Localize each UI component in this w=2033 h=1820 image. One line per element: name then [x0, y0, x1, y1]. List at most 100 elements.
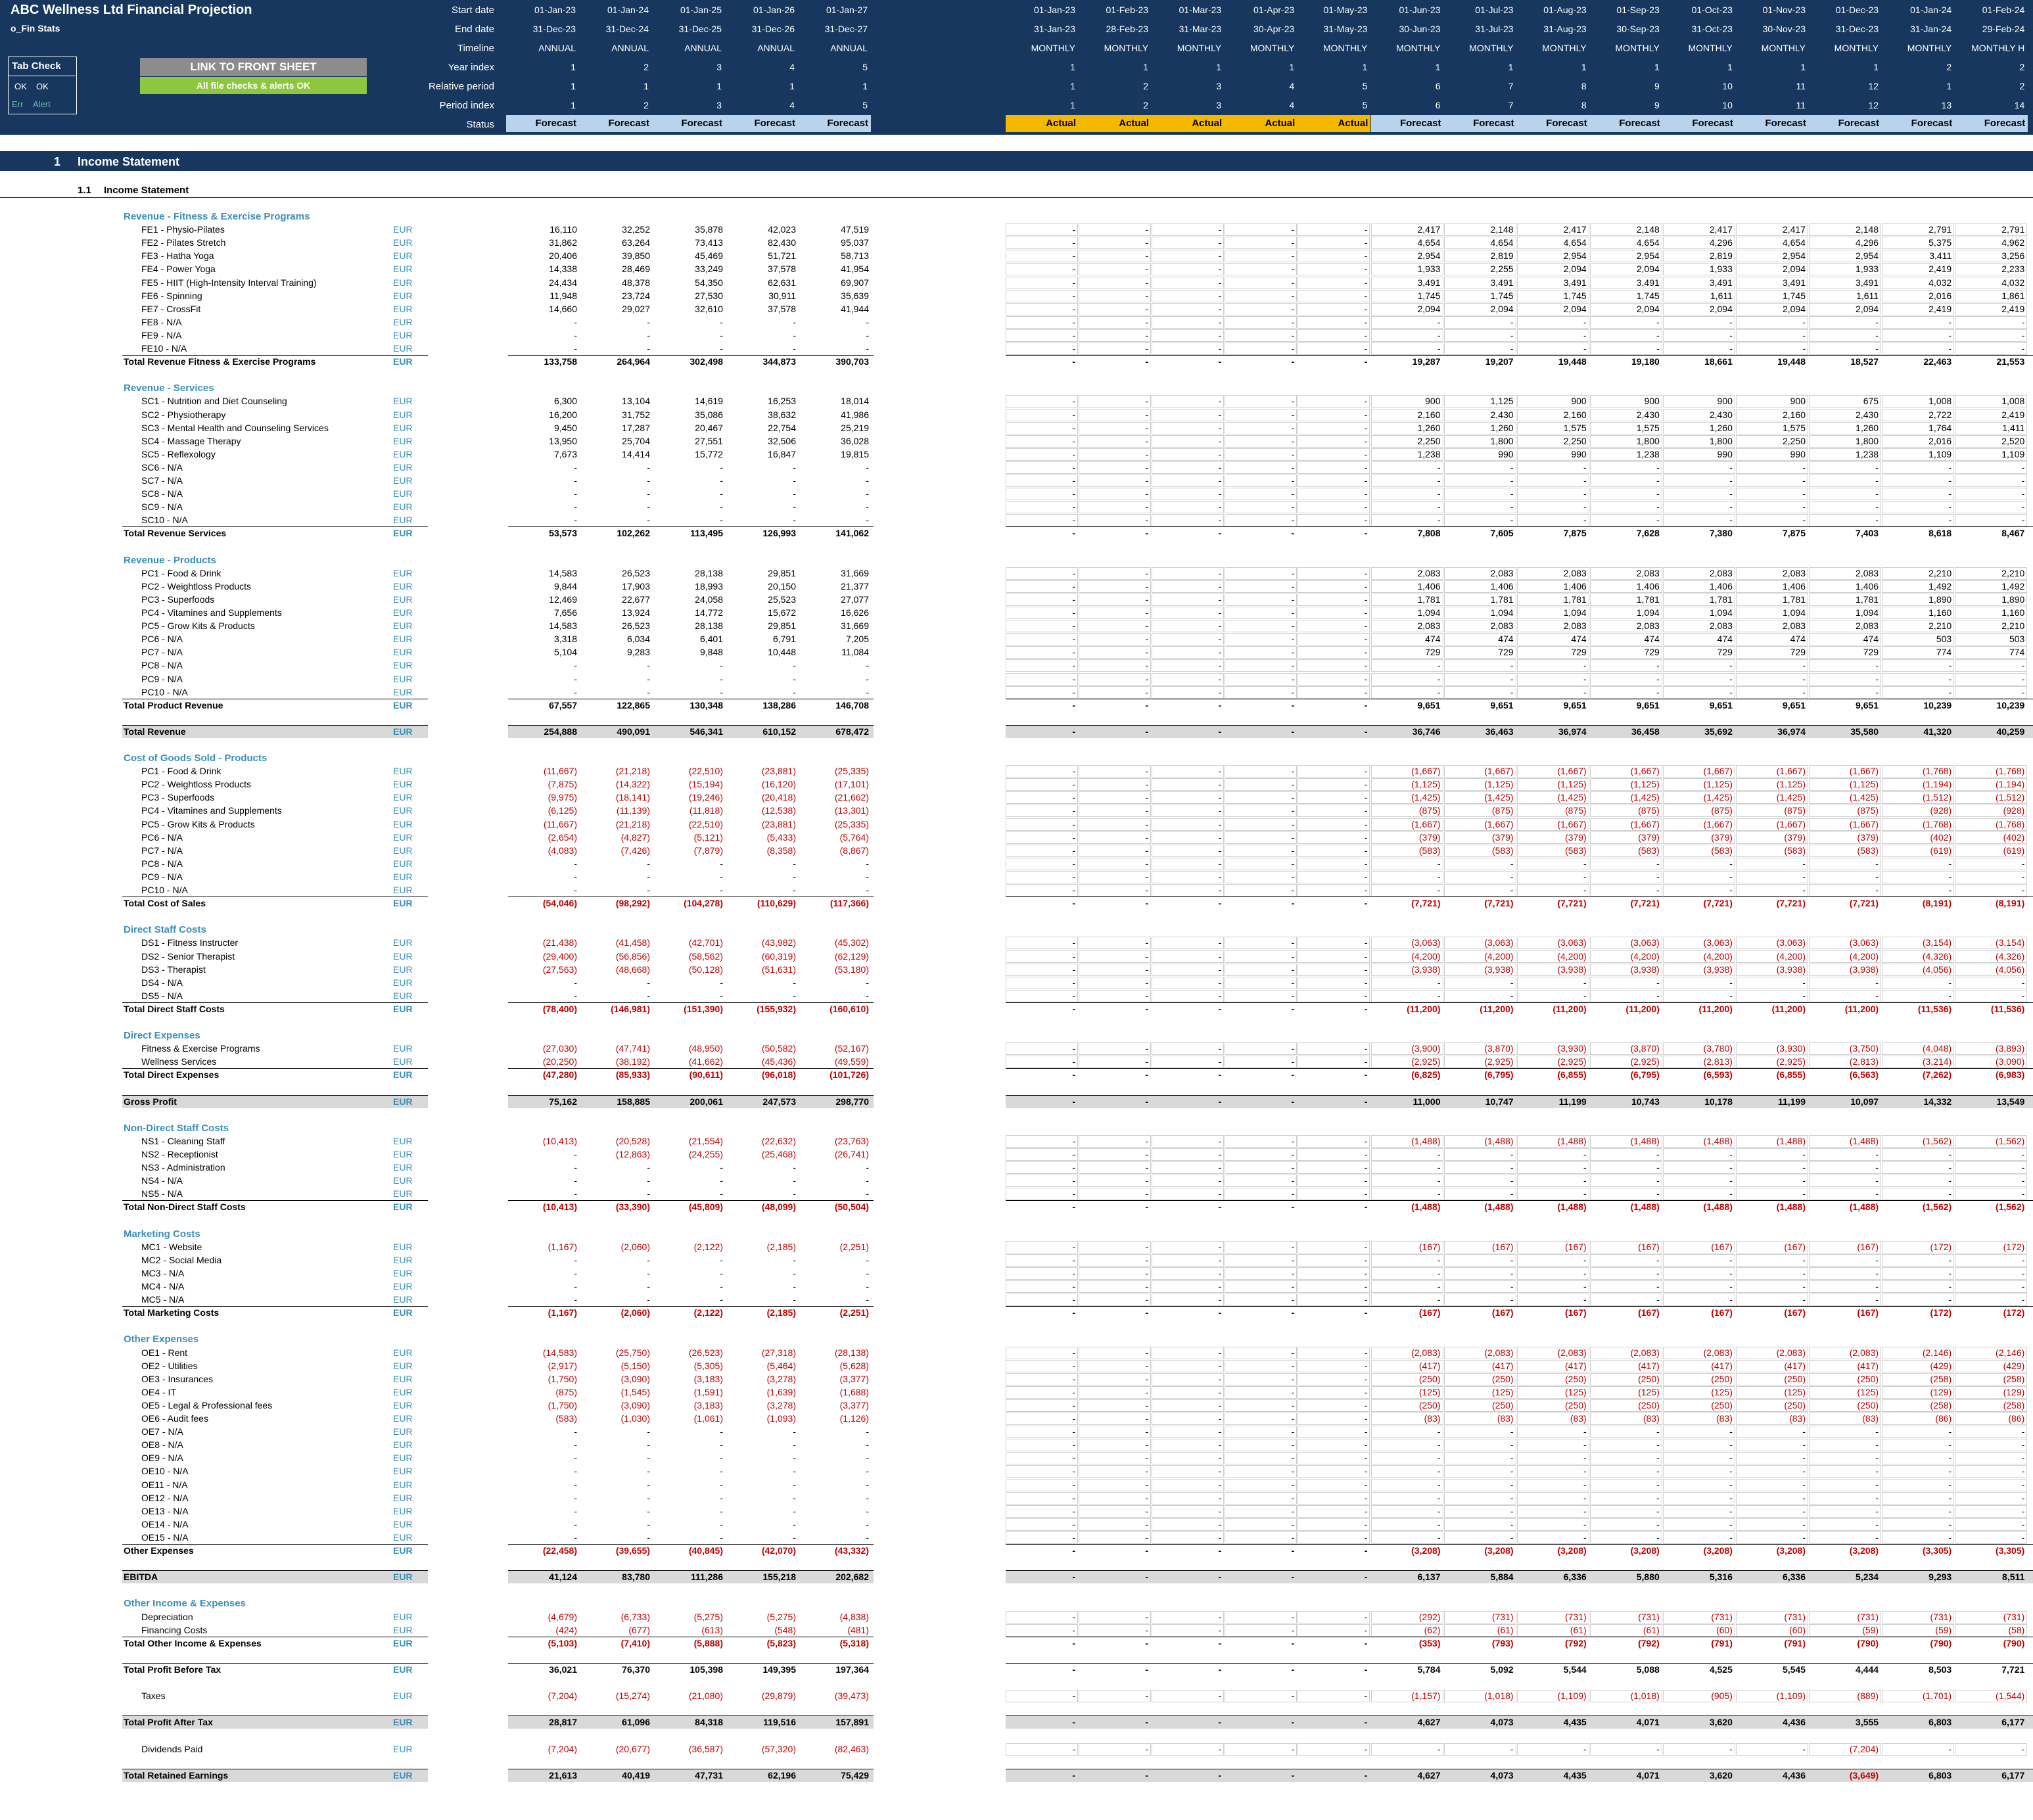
monthly-value: - [1364, 515, 1368, 525]
unit-label: EUR [393, 1255, 413, 1265]
monthly-value: 5,784 [1417, 1664, 1441, 1675]
annual-value: - [866, 1281, 869, 1292]
monthly-value: - [1218, 1493, 1222, 1503]
input-cell-border [1736, 461, 1808, 474]
monthly-value: - [1729, 1744, 1733, 1754]
link-to-front-sheet-button[interactable]: LINK TO FRONT SHEET [140, 58, 367, 76]
monthly-value: - [1364, 1162, 1368, 1173]
monthly-value: 4,032 [1928, 277, 1952, 288]
monthly-value: (3,154) [1922, 937, 1952, 948]
monthly-value: (1,425) [1849, 792, 1879, 803]
annual-value: - [647, 1466, 650, 1476]
monthly-value: 774 [2009, 647, 2025, 657]
monthly-value: - [1364, 726, 1368, 737]
monthly-value: - [1072, 858, 1075, 869]
monthly-value: - [1072, 991, 1075, 1001]
monthly-value: - [1145, 898, 1149, 908]
monthly-value: 2,520 [2001, 436, 2025, 446]
monthly-value: - [1072, 872, 1075, 882]
monthly-value: - [1656, 1188, 1660, 1199]
monthly-value: - [1291, 488, 1295, 499]
input-cell-border [1225, 845, 1297, 857]
monthly-value: 3,491 [1563, 277, 1587, 288]
monthly-header-timeline: MONTHLY [1542, 43, 1587, 53]
monthly-value: - [1364, 977, 1368, 988]
monthly-value: - [1145, 1162, 1149, 1173]
input-cell-border [1882, 646, 1955, 659]
monthly-value: - [1364, 436, 1368, 446]
monthly-value: - [1510, 488, 1514, 499]
line-item-label: PC2 - Weightloss Products [141, 779, 252, 789]
monthly-header-end: 30-Nov-23 [1762, 24, 1806, 34]
monthly-value: (928) [1930, 805, 1952, 816]
input-cell-border [1955, 263, 2028, 275]
annual-value: - [866, 1255, 869, 1265]
input-cell-border [1006, 316, 1078, 329]
monthly-value: - [1364, 1625, 1368, 1635]
annual-value: 19,815 [841, 449, 869, 459]
input-cell-border [1006, 303, 1078, 315]
input-cell-border [1006, 448, 1078, 461]
unit-label: EUR [393, 304, 413, 314]
annual-value: - [720, 660, 723, 670]
monthly-value: 2,083 [1417, 568, 1441, 578]
monthly-value: (2,925) [1411, 1056, 1441, 1067]
monthly-value: - [1291, 1175, 1295, 1186]
input-cell-border [1516, 765, 1589, 778]
monthly-value: - [1948, 660, 1952, 670]
monthly-value: 6,336 [1782, 1572, 1806, 1582]
monthly-value: - [1364, 1545, 1368, 1556]
input-cell-border [1589, 871, 1662, 883]
monthly-value: 21,553 [1996, 356, 2025, 367]
input-cell-border [1370, 937, 1443, 949]
input-cell-border [1516, 1148, 1589, 1161]
monthly-value: - [1218, 1439, 1222, 1450]
unit-label: EUR [393, 568, 413, 578]
monthly-header-idx: 4 [1289, 100, 1295, 110]
monthly-header-idx: 2 [1143, 100, 1149, 110]
annual-value: (3,377) [839, 1374, 869, 1384]
input-cell-border [1516, 871, 1589, 883]
monthly-value: - [1802, 1175, 1806, 1186]
monthly-header-rel: 1 [1946, 81, 1952, 91]
monthly-value: 4,525 [1709, 1664, 1733, 1675]
annual-value: 47,519 [841, 224, 869, 235]
monthly-value: (875) [1857, 805, 1879, 816]
annual-value: (5,318) [839, 1638, 869, 1648]
monthly-value: - [1072, 1466, 1075, 1476]
annual-value: 41,986 [841, 409, 869, 420]
monthly-value: 1,764 [1928, 423, 1952, 433]
input-cell-border [1297, 435, 1370, 448]
input-cell-border [1152, 329, 1225, 342]
line-item-label: PC10 - N/A [141, 687, 188, 697]
annual-value: (22,458) [542, 1545, 577, 1556]
monthly-value: - [1145, 1149, 1149, 1159]
line-item-label: NS1 - Cleaning Staff [141, 1136, 225, 1146]
annual-value: 48,378 [622, 277, 650, 288]
monthly-value: 2,016 [1928, 291, 1952, 301]
input-cell-border [1882, 805, 1955, 817]
input-cell-border [1225, 673, 1297, 686]
annual-header-rel: 1 [789, 81, 795, 91]
input-cell-border [1297, 977, 1370, 989]
annual-value: 83,780 [622, 1572, 650, 1582]
monthly-value: - [1364, 819, 1368, 829]
input-cell-border [1370, 845, 1443, 857]
annual-value: - [866, 1506, 869, 1516]
annual-value: (4,827) [620, 832, 650, 843]
monthly-value: (2,813) [1849, 1056, 1879, 1067]
line-item-label: SC5 - Reflexology [141, 449, 216, 459]
monthly-value: (3,649) [1849, 1770, 1879, 1781]
monthly-value: - [1291, 726, 1295, 737]
annual-value: - [574, 674, 577, 684]
input-cell-border [1882, 1161, 1955, 1174]
input-cell-border [1736, 580, 1808, 593]
annual-value: (3,090) [620, 1400, 650, 1411]
monthly-value: 1,094 [1563, 607, 1587, 618]
monthly-value: - [1072, 291, 1075, 301]
monthly-value: - [1437, 1255, 1441, 1265]
monthly-value: - [1656, 1532, 1660, 1543]
monthly-value: - [1072, 436, 1075, 446]
input-cell-border [1589, 316, 1662, 329]
monthly-value: - [1291, 436, 1295, 446]
